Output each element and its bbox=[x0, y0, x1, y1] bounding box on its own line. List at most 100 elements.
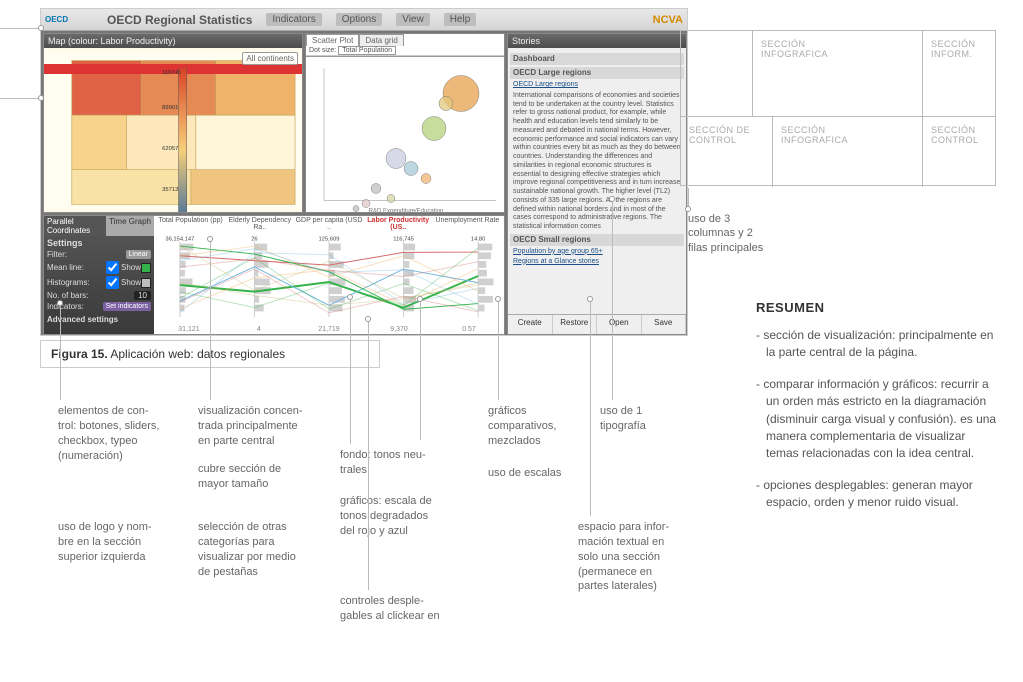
anno-bg: fondo: tonos neu-trales bbox=[340, 448, 470, 478]
map-continent-select[interactable]: All continents bbox=[242, 52, 298, 65]
meanline-label: Mean line: bbox=[47, 263, 104, 272]
connector-dot bbox=[417, 296, 423, 302]
filter-label: Filter: bbox=[47, 250, 126, 259]
action-create[interactable]: Create bbox=[508, 315, 553, 334]
connector bbox=[0, 98, 40, 99]
action-save[interactable]: Save bbox=[642, 315, 687, 334]
scatter-tabs: Scatter Plot Data grid bbox=[306, 34, 504, 46]
settings-title: Settings bbox=[47, 238, 151, 248]
connector bbox=[350, 298, 351, 444]
svg-text:89901: 89901 bbox=[162, 105, 178, 111]
svg-text:116745: 116745 bbox=[162, 70, 181, 76]
menu-help[interactable]: Help bbox=[444, 13, 477, 26]
connector-dot bbox=[207, 236, 213, 242]
hist-label: Histograms: bbox=[47, 278, 104, 287]
hist-swatch[interactable] bbox=[141, 278, 151, 288]
show-text-2: Show bbox=[121, 278, 141, 287]
svg-text:35713: 35713 bbox=[162, 187, 178, 193]
story-link-pop[interactable]: Population by age group 65+ bbox=[513, 248, 681, 257]
scatter-panel: Scatter Plot Data grid Dot size: Total P… bbox=[305, 33, 505, 213]
scatter-body[interactable]: R&D Expenditure/Education bbox=[306, 56, 504, 213]
svg-text:125,609: 125,609 bbox=[319, 237, 340, 243]
scatter-controls: Dot size: Total Population bbox=[306, 46, 504, 56]
connector bbox=[590, 300, 591, 516]
meanline-checkbox[interactable] bbox=[106, 261, 119, 274]
connector bbox=[612, 200, 613, 400]
anno-typography: uso de 1tipografía bbox=[600, 404, 690, 434]
tab-datagrid[interactable]: Data grid bbox=[359, 34, 403, 46]
stories-panel: Stories Dashboard OECD Large regions OEC… bbox=[507, 33, 687, 335]
large-regions-title: OECD Large regions bbox=[510, 67, 684, 79]
connector-dot bbox=[38, 95, 44, 101]
set-indicators-button[interactable]: Set indicators bbox=[103, 302, 151, 311]
anno-tabs: selección de otrascategorías paravisuali… bbox=[198, 520, 338, 579]
app-screenshot: OECD OECD Regional Statistics Indicators… bbox=[40, 8, 688, 336]
connector-dot bbox=[57, 300, 63, 306]
resumen: RESUMEN - sección de visualización: prin… bbox=[756, 300, 1000, 526]
bars-value[interactable]: 10 bbox=[134, 291, 151, 300]
connector bbox=[498, 300, 499, 400]
connector-dot bbox=[38, 25, 44, 31]
small-regions-title: OECD Small regions bbox=[510, 234, 684, 246]
svg-text:26: 26 bbox=[251, 237, 257, 243]
action-open[interactable]: Open bbox=[597, 315, 642, 334]
resumen-title: RESUMEN bbox=[756, 300, 1000, 315]
menu-options[interactable]: Options bbox=[336, 13, 382, 26]
anno-palette: gráficos: escala detonos degradadosdel r… bbox=[340, 494, 470, 539]
map-legend: 1167458990162057357130.370 bbox=[46, 68, 303, 213]
ncva-logo: NCVA bbox=[653, 14, 683, 26]
map-body[interactable]: All continents bbox=[44, 48, 302, 212]
menu-indicators[interactable]: Indicators bbox=[266, 13, 321, 26]
connector-dot bbox=[365, 316, 371, 322]
resumen-item-2: - comparar información y gráficos: recur… bbox=[756, 376, 1000, 463]
oecd-logo: OECD bbox=[41, 15, 101, 24]
map-title: Map (colour: Labor Productivity) bbox=[44, 34, 302, 48]
svg-text:14.80: 14.80 bbox=[471, 237, 486, 243]
stories-title: Stories bbox=[508, 34, 686, 48]
tab-timegraph[interactable]: Time Graph bbox=[106, 216, 154, 236]
gd-infografica-2: SECCIÓNINFOGRAFICA bbox=[773, 117, 923, 187]
connector bbox=[0, 28, 40, 29]
story-text: International comparisons of economies a… bbox=[513, 92, 681, 232]
connector-dot bbox=[609, 196, 615, 202]
gd-control-1: SECCIÓN DECONTROL bbox=[681, 117, 773, 187]
indic-label: Indicators: bbox=[47, 302, 103, 311]
resumen-item-1: - sección de visualización: principalmen… bbox=[756, 327, 1000, 362]
layout-grid: SECCIÓNINFOGRAFICA SECCIÓNINFORM. SECCIÓ… bbox=[680, 30, 996, 186]
app-title: OECD Regional Statistics bbox=[101, 13, 252, 27]
parallel-panel: Parallel Coordinates Time Graph Settings… bbox=[43, 215, 505, 335]
tab-parallel[interactable]: Parallel Coordinates bbox=[44, 216, 106, 236]
connector-dot bbox=[587, 296, 593, 302]
connector bbox=[368, 320, 369, 590]
advanced-settings[interactable]: Advanced settings bbox=[47, 315, 151, 324]
anno-dropdown: controles desple-gables al clickear en bbox=[340, 594, 470, 624]
story-link-large[interactable]: OECD Large regions bbox=[513, 81, 681, 90]
svg-text:116,745: 116,745 bbox=[393, 237, 414, 243]
gd-empty bbox=[681, 31, 753, 116]
story-actions: Create Restore Open Save bbox=[508, 314, 686, 334]
connector-dot bbox=[495, 296, 501, 302]
dashboard-label: Dashboard bbox=[510, 53, 684, 65]
gd-inform: SECCIÓNINFORM. bbox=[923, 31, 995, 116]
anno-scales: uso de escalas bbox=[488, 466, 598, 481]
filter-select[interactable]: Linear bbox=[126, 250, 151, 259]
anno-central: visualización concen-trada principalment… bbox=[198, 404, 338, 449]
parallel-body[interactable]: Total Population (pp)Elderly Dependency … bbox=[154, 216, 504, 334]
hist-checkbox[interactable] bbox=[106, 276, 119, 289]
connector-dot bbox=[347, 294, 353, 300]
pc-footer: 31,121421,7199,3700.57 bbox=[154, 326, 504, 333]
gd-control-2: SECCIÓNCONTROL bbox=[923, 117, 995, 187]
story-link-glance[interactable]: Regions at a Glance stories bbox=[513, 258, 681, 267]
figure-text: Aplicación web: datos regionales bbox=[110, 347, 285, 361]
row-filter: Filter: Linear bbox=[47, 250, 151, 259]
tab-scatter[interactable]: Scatter Plot bbox=[306, 34, 359, 46]
dotsize-label: Dot size: bbox=[309, 47, 336, 54]
svg-text:36,154,147: 36,154,147 bbox=[165, 237, 194, 243]
anno-large: cubre sección demayor tamaño bbox=[198, 462, 338, 492]
meanline-swatch[interactable] bbox=[141, 263, 151, 273]
svg-text:62057: 62057 bbox=[162, 146, 178, 152]
dotsize-select[interactable]: Total Population bbox=[338, 46, 396, 55]
anno-logo: uso de logo y nom-bre en la secciónsuper… bbox=[58, 520, 186, 565]
scatter-plot: R&D Expenditure/Education bbox=[306, 57, 504, 213]
menu-view[interactable]: View bbox=[396, 13, 430, 26]
